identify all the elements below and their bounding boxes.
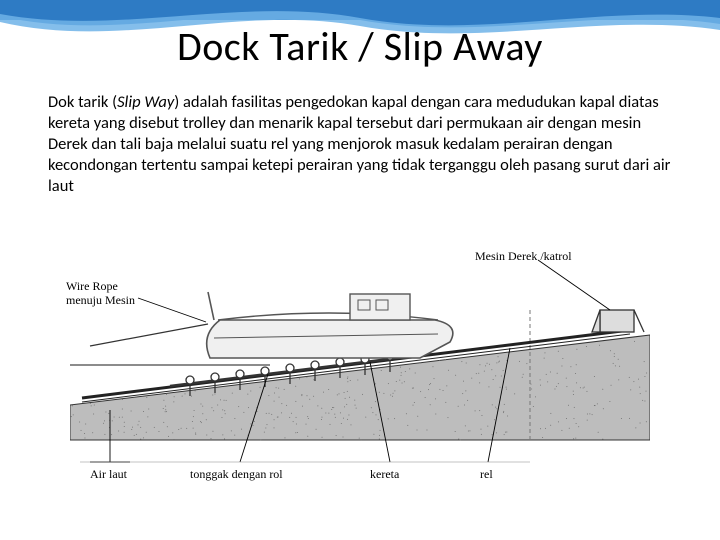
body-paragraph: Dok tarik (Slip Way) adalah fasilitas pe… <box>48 92 672 198</box>
page-title: Dock Tarik / Slip Away <box>0 22 720 71</box>
label-mesin-derek: Mesin Derek /katrol <box>475 250 572 264</box>
label-kereta: kereta <box>370 468 399 482</box>
label-tonggak: tonggak dengan rol <box>190 468 283 482</box>
label-air-laut: Air laut <box>90 468 127 482</box>
slipway-diagram: Wire Rope menuju Mesin Mesin Derek /katr… <box>70 250 650 510</box>
label-wire-rope-line1: Wire Rope <box>66 279 118 293</box>
label-wire-rope-line2: menuju Mesin <box>66 293 135 307</box>
body-lead: Dok tarik ( <box>48 92 117 112</box>
diagram-svg <box>70 250 650 510</box>
label-wire-rope: Wire Rope menuju Mesin <box>66 280 135 308</box>
body-italic: Slip Way <box>117 92 174 112</box>
label-rel: rel <box>480 468 493 482</box>
